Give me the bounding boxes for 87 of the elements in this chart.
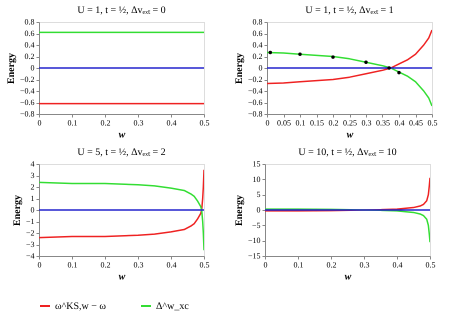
x-tick-label: 0.2 bbox=[328, 118, 338, 128]
y-tick-label: 3 bbox=[30, 171, 34, 180]
x-axis-title: w bbox=[344, 272, 352, 282]
line-series bbox=[267, 52, 432, 107]
y-tick-label: −0.6 bbox=[20, 98, 34, 107]
line-series bbox=[39, 182, 204, 251]
x-tick-label: 0.2 bbox=[326, 260, 336, 270]
x-tick-label: 0.25 bbox=[343, 118, 357, 128]
y-tick-label: 0 bbox=[256, 206, 260, 214]
x-tick-label: 0.5 bbox=[426, 260, 436, 270]
y-tick-label: 2 bbox=[30, 182, 34, 192]
y-tick-label: 0.2 bbox=[24, 52, 34, 61]
y-tick-label: 0.4 bbox=[24, 40, 34, 50]
chart-title: U = 1, t = ½, Δvₑₓₜ = 0 bbox=[77, 5, 166, 16]
y-tick-label: −0.4 bbox=[248, 86, 262, 96]
chart-title: U = 1, t = ½, Δvₑₓₜ = 1 bbox=[305, 5, 394, 16]
y-tick-label: 0.2 bbox=[252, 52, 262, 61]
point bbox=[268, 50, 272, 54]
x-tick-label: 0.1 bbox=[68, 260, 78, 270]
x-tick-label: 0.5 bbox=[428, 118, 438, 128]
x-tick-label: 0.5 bbox=[200, 118, 210, 128]
x-tick-label: 0.15 bbox=[310, 118, 324, 128]
y-tick-label: 1 bbox=[30, 194, 34, 203]
x-tick-label: 0.4 bbox=[166, 118, 176, 128]
x-tick-label: 0 bbox=[266, 118, 270, 128]
x-axis-title: w bbox=[118, 130, 126, 140]
point bbox=[331, 55, 335, 59]
y-tick-label: −15 bbox=[248, 252, 260, 260]
y-axis-title: Energy bbox=[234, 52, 245, 84]
y-tick-label: 15 bbox=[252, 160, 260, 168]
y-tick-label: −3 bbox=[26, 240, 34, 249]
y-tick-label: 5 bbox=[256, 190, 260, 200]
x-tick-label: 0.3 bbox=[362, 118, 372, 128]
x-axis-title: w bbox=[346, 130, 354, 140]
y-tick-label: 10 bbox=[252, 174, 260, 184]
point bbox=[298, 52, 302, 56]
x-tick-label: 0.05 bbox=[277, 118, 291, 128]
x-axis-title: w bbox=[118, 272, 126, 282]
x-tick-label: 0.2 bbox=[100, 118, 110, 128]
chart-title: U = 10, t = ½, Δvₑₓₜ = 10 bbox=[298, 147, 397, 158]
line-series bbox=[267, 29, 432, 84]
y-tick-label: 0.8 bbox=[252, 18, 262, 26]
y-tick-label: 0.4 bbox=[252, 40, 262, 50]
y-tick-label: 0.6 bbox=[24, 29, 34, 38]
point bbox=[397, 70, 401, 74]
y-axis-title: Energy bbox=[6, 52, 17, 84]
y-tick-label: 0.8 bbox=[24, 18, 34, 26]
y-tick-label: 0.6 bbox=[252, 29, 262, 38]
y-tick-label: −0.4 bbox=[20, 86, 34, 96]
x-tick-label: 0 bbox=[38, 260, 42, 270]
chart-title: U = 5, t = ½, Δvₑₓₜ = 2 bbox=[77, 147, 166, 158]
legend-label: Δ^w_xc bbox=[156, 301, 190, 312]
x-tick-label: 0.1 bbox=[68, 118, 78, 128]
point bbox=[364, 60, 368, 64]
x-tick-label: 0.5 bbox=[200, 260, 210, 270]
y-tick-label: −5 bbox=[252, 220, 260, 230]
y-tick-label: −0.8 bbox=[20, 110, 34, 118]
y-tick-label: −0.6 bbox=[248, 98, 262, 107]
y-tick-label: −10 bbox=[248, 236, 260, 246]
y-tick-label: −2 bbox=[26, 228, 34, 238]
y-tick-label: 0 bbox=[258, 64, 262, 72]
y-tick-label: −1 bbox=[26, 217, 34, 226]
line-series bbox=[39, 169, 204, 238]
y-tick-label: 0 bbox=[30, 64, 34, 72]
y-tick-label: 0 bbox=[30, 206, 34, 214]
x-tick-label: 0.45 bbox=[409, 118, 423, 128]
y-axis-title: Energy bbox=[234, 194, 245, 226]
y-axis-title: Energy bbox=[12, 194, 23, 226]
y-tick-label: −0.8 bbox=[248, 110, 262, 118]
x-tick-label: 0.35 bbox=[376, 118, 390, 128]
x-tick-label: 0.4 bbox=[166, 260, 176, 270]
legend-label: ω^KS,w − ω bbox=[55, 301, 106, 312]
line-series bbox=[265, 208, 430, 243]
y-tick-label: 4 bbox=[30, 160, 34, 168]
x-tick-label: 0.1 bbox=[294, 260, 304, 270]
y-tick-label: −0.2 bbox=[20, 75, 34, 84]
x-tick-label: 0.3 bbox=[360, 260, 370, 270]
x-tick-label: 0 bbox=[38, 118, 42, 128]
y-tick-label: −4 bbox=[26, 252, 34, 260]
point bbox=[387, 66, 391, 70]
x-tick-label: 0.1 bbox=[296, 118, 306, 128]
x-tick-label: 0.4 bbox=[392, 260, 402, 270]
x-tick-label: 0.3 bbox=[134, 118, 144, 128]
x-tick-label: 0.2 bbox=[100, 260, 110, 270]
y-tick-label: −0.2 bbox=[248, 75, 262, 84]
x-tick-label: 0.3 bbox=[134, 260, 144, 270]
x-tick-label: 0.4 bbox=[394, 118, 404, 128]
